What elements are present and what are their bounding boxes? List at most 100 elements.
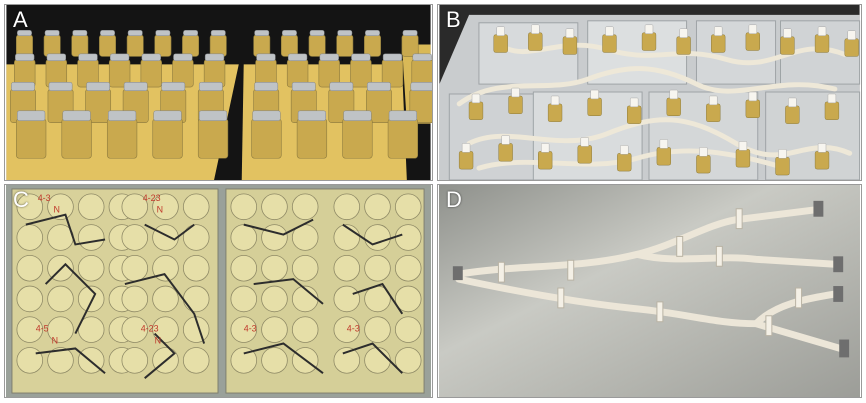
well-group bbox=[16, 193, 422, 374]
bottle bbox=[468, 93, 484, 120]
jar bbox=[45, 53, 68, 88]
well bbox=[16, 254, 44, 282]
well bbox=[394, 316, 422, 343]
jar bbox=[172, 53, 194, 88]
bottle bbox=[745, 24, 760, 51]
bottle bbox=[775, 149, 790, 176]
well bbox=[182, 285, 210, 313]
tube-clamps bbox=[497, 208, 803, 337]
plate-label-5: 4-3 bbox=[244, 324, 257, 334]
well bbox=[333, 316, 361, 343]
well bbox=[77, 193, 105, 221]
jar bbox=[251, 110, 282, 159]
well bbox=[394, 347, 422, 374]
plate-label-7: N bbox=[54, 205, 60, 215]
well bbox=[77, 254, 105, 282]
bottle bbox=[602, 26, 617, 53]
plate-label-9: N bbox=[52, 336, 58, 346]
well bbox=[261, 224, 288, 251]
well bbox=[364, 193, 391, 221]
jar bbox=[152, 110, 183, 159]
jar bbox=[255, 53, 277, 88]
well bbox=[47, 285, 74, 313]
plate-label-2: 4-23 bbox=[143, 193, 161, 203]
plate-label-4: 4-23 bbox=[141, 324, 159, 334]
well bbox=[16, 316, 44, 343]
well bbox=[230, 224, 258, 251]
well bbox=[182, 193, 210, 221]
bottle bbox=[780, 28, 795, 55]
well bbox=[291, 316, 319, 343]
well bbox=[182, 347, 210, 374]
jar bbox=[342, 110, 373, 159]
bottle bbox=[814, 143, 830, 170]
jar-group bbox=[10, 30, 432, 159]
well bbox=[364, 316, 391, 343]
jar bbox=[77, 53, 99, 88]
well bbox=[182, 224, 210, 251]
well bbox=[394, 224, 422, 251]
panel-c-plates-photo: 4-3 4-23 4-5 4-23 4-3 4-3 N N N N C bbox=[4, 184, 433, 398]
well bbox=[261, 193, 288, 221]
jar bbox=[197, 110, 229, 159]
well bbox=[121, 347, 149, 374]
bottle bbox=[617, 145, 632, 172]
bottle bbox=[508, 87, 523, 115]
jar bbox=[85, 82, 112, 123]
well bbox=[333, 193, 361, 221]
plate-label-6: 4-3 bbox=[347, 324, 360, 334]
well bbox=[16, 224, 44, 251]
bottle bbox=[696, 147, 711, 174]
jars-photo-drawing bbox=[6, 5, 432, 180]
well bbox=[291, 254, 319, 282]
well bbox=[182, 254, 210, 282]
well bbox=[364, 224, 391, 251]
jar bbox=[336, 30, 354, 57]
bottle bbox=[824, 93, 840, 120]
jar bbox=[106, 110, 138, 159]
well bbox=[333, 224, 361, 251]
well bbox=[152, 193, 179, 221]
well bbox=[47, 193, 74, 221]
well bbox=[47, 316, 74, 343]
plates-photo-drawing: 4-3 4-23 4-5 4-23 4-3 4-3 N N N N bbox=[6, 185, 431, 397]
bottle bbox=[498, 135, 513, 162]
jar bbox=[182, 30, 200, 57]
jar bbox=[140, 53, 162, 88]
well bbox=[364, 254, 391, 282]
well bbox=[152, 224, 179, 251]
tubing-photo-drawing bbox=[438, 185, 861, 397]
jar bbox=[350, 53, 372, 88]
well bbox=[261, 347, 288, 374]
bottle bbox=[641, 24, 657, 51]
jar bbox=[71, 30, 89, 57]
well bbox=[121, 224, 149, 251]
well bbox=[333, 254, 361, 282]
jar bbox=[61, 110, 92, 159]
well bbox=[291, 193, 319, 221]
jar bbox=[318, 53, 340, 88]
jar bbox=[253, 30, 271, 57]
bottle bbox=[706, 95, 721, 122]
bottle-group bbox=[458, 24, 859, 176]
panel-d-tubing-photo: D bbox=[437, 184, 862, 398]
bottle bbox=[528, 24, 543, 51]
jar bbox=[411, 53, 432, 88]
well bbox=[394, 285, 422, 313]
well bbox=[121, 316, 149, 343]
well bbox=[16, 347, 44, 374]
panel-label-b: B bbox=[446, 7, 461, 32]
well bbox=[16, 285, 44, 313]
jar bbox=[401, 30, 419, 57]
jar bbox=[43, 30, 61, 57]
bottle bbox=[562, 28, 578, 55]
well bbox=[16, 193, 44, 221]
well bbox=[230, 285, 258, 313]
jar bbox=[203, 53, 226, 88]
bottle bbox=[538, 143, 553, 170]
well bbox=[394, 193, 422, 221]
well bbox=[152, 254, 179, 282]
well bbox=[261, 285, 288, 313]
bottle bbox=[711, 26, 726, 53]
tube-connectors bbox=[452, 200, 850, 358]
